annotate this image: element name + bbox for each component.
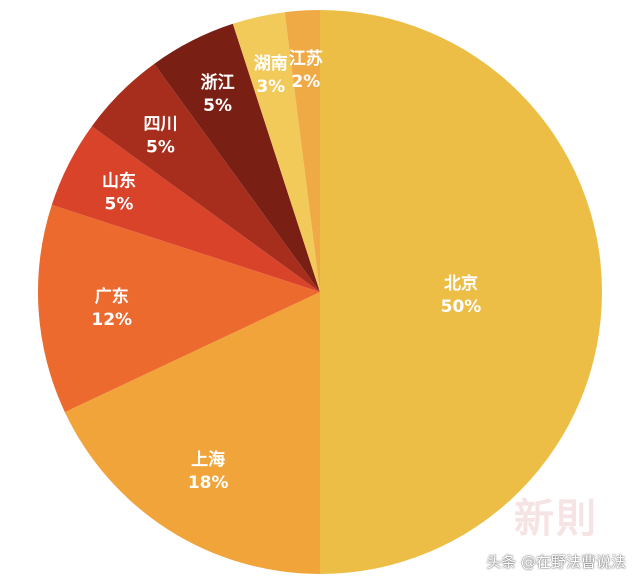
pie-slice-0 xyxy=(320,10,602,574)
slice-label-3: 山东 xyxy=(102,171,136,192)
slice-value-1: 18% xyxy=(188,473,229,493)
pie-slice-7 xyxy=(284,10,320,292)
pie-slice-5 xyxy=(154,23,320,292)
pie-slice-3 xyxy=(51,126,320,292)
slice-label-6: 湖南 xyxy=(254,53,288,74)
pie-slice-4 xyxy=(91,63,320,292)
source-credit: 头条 @在野法曹说法 xyxy=(486,553,626,571)
slice-label-1: 上海 xyxy=(191,449,225,470)
pie-slice-6 xyxy=(232,12,320,292)
slice-value-5: 5% xyxy=(203,96,232,116)
slice-label-0: 北京 xyxy=(444,273,478,294)
slice-label-5: 浙江 xyxy=(201,72,235,93)
slice-label-4: 四川 xyxy=(143,114,177,134)
slice-value-2: 12% xyxy=(91,310,132,330)
slice-value-3: 5% xyxy=(105,195,134,215)
slice-label-2: 广东 xyxy=(95,286,129,307)
slice-value-6: 3% xyxy=(256,77,285,97)
pie-slice-1 xyxy=(64,292,320,574)
pie-slice-2 xyxy=(38,204,320,413)
slice-value-4: 5% xyxy=(146,137,175,157)
watermark-logo: 新則 xyxy=(514,496,598,542)
slice-label-7: 江苏 xyxy=(289,48,323,69)
slice-value-0: 50% xyxy=(441,297,482,317)
slice-value-7: 2% xyxy=(291,72,320,92)
